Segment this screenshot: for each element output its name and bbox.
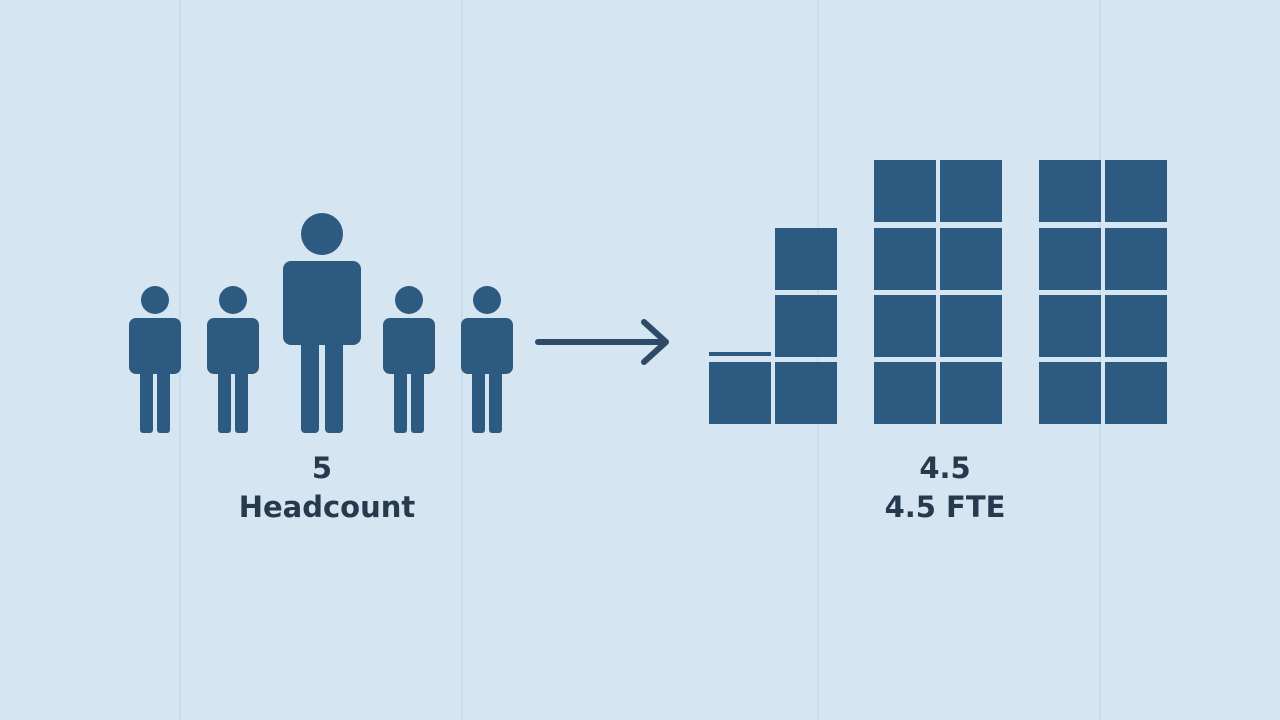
- fte-square: [874, 362, 936, 424]
- person-leg: [140, 368, 153, 433]
- person-leg: [394, 368, 407, 433]
- person-head: [141, 286, 169, 314]
- person-leg: [218, 368, 231, 433]
- person-leg: [489, 368, 502, 433]
- fte-square: [1105, 295, 1167, 357]
- person-icon: [207, 286, 259, 433]
- people-icons: [129, 213, 513, 433]
- fte-square: [940, 295, 1002, 357]
- arrow-head: [641, 319, 669, 365]
- person-body: [383, 318, 435, 374]
- fte-square: [940, 160, 1002, 222]
- arrow: [535, 319, 669, 365]
- headcount-value: 5: [312, 451, 332, 485]
- fte-label: 4.5 FTE: [885, 490, 1006, 524]
- fte-square: [1105, 228, 1167, 290]
- person-body: [129, 318, 181, 374]
- person-leg: [411, 368, 424, 433]
- person-leg: [235, 368, 248, 433]
- fte-square: [1105, 160, 1167, 222]
- person-head: [473, 286, 501, 314]
- headcount-label: Headcount: [239, 490, 416, 524]
- person-leg: [301, 335, 319, 433]
- person-body: [461, 318, 513, 374]
- fte-square: [874, 160, 936, 222]
- person-leg: [157, 368, 170, 433]
- fte-square: [940, 228, 1002, 290]
- fte-square: [775, 362, 837, 424]
- person-icon: [383, 286, 435, 433]
- person-leg: [325, 335, 343, 433]
- fte-square: [1039, 362, 1101, 424]
- fte-square: [874, 295, 936, 357]
- fte-square: [1039, 228, 1101, 290]
- fte-square: [1105, 362, 1167, 424]
- fte-square: [775, 295, 837, 357]
- person-head: [219, 286, 247, 314]
- fte-square: [709, 362, 771, 424]
- person-leg: [472, 368, 485, 433]
- fte-square: [940, 362, 1002, 424]
- person-body: [283, 261, 361, 345]
- fte-value: 4.5: [919, 451, 970, 485]
- person-body: [207, 318, 259, 374]
- fte-square: [1039, 160, 1101, 222]
- fte-square: [1039, 295, 1101, 357]
- fte-blocks: [709, 160, 1167, 424]
- person-icon: [129, 286, 181, 433]
- person-icon: [461, 286, 513, 433]
- fte-partial: [709, 352, 771, 356]
- person-icon: [283, 213, 361, 433]
- person-head: [395, 286, 423, 314]
- fte-square: [775, 228, 837, 290]
- fte-square: [874, 228, 936, 290]
- person-head: [301, 213, 343, 255]
